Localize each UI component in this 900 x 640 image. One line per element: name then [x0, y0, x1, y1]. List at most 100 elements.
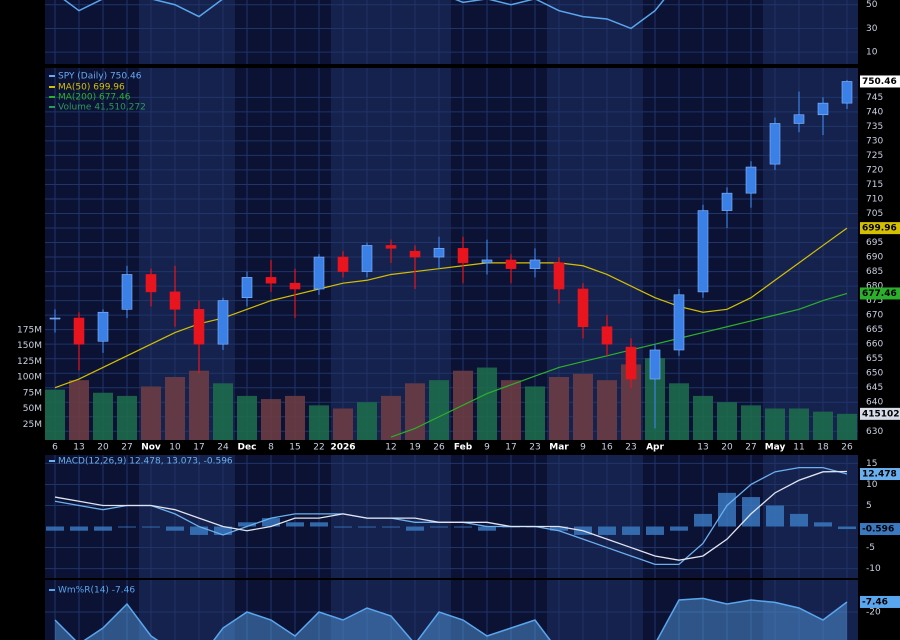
- y-tick-label: 715: [866, 180, 883, 190]
- legend-swatch: [49, 106, 55, 108]
- macd-histogram: [718, 492, 736, 527]
- price-box-label: -7.46: [862, 597, 888, 607]
- y-tick-label: 50: [866, 0, 878, 10]
- price-box: [860, 75, 900, 88]
- price-box: [860, 523, 900, 536]
- month-band: [451, 0, 547, 640]
- price-box-label: 699.96: [862, 224, 897, 234]
- candle-body: [169, 291, 181, 310]
- volume-bar: [549, 377, 569, 440]
- macd-histogram: [766, 505, 784, 527]
- rsi-panel: [45, 0, 858, 53]
- legend-label: Volume 41,510,272: [58, 103, 146, 113]
- macd-histogram: [430, 526, 448, 528]
- y-tick-label: 655: [866, 354, 883, 364]
- macd-panel: [45, 462, 858, 570]
- volume-bar: [501, 380, 521, 440]
- macd-histogram: [694, 513, 712, 527]
- x-tick-label: 9: [484, 443, 490, 453]
- y-tick-label: 25M: [23, 420, 42, 430]
- macd-histogram: [286, 522, 304, 527]
- x-axis-strip: [45, 440, 858, 455]
- price-box: [860, 222, 900, 235]
- y-tick-label: 650: [866, 369, 883, 379]
- candle-body: [361, 245, 373, 272]
- price-box-label: 415102: [862, 409, 900, 419]
- legend-label: MA(200) 677.46: [58, 93, 131, 103]
- price-box: [860, 468, 900, 481]
- candle-body: [721, 192, 733, 211]
- macd-histogram: [214, 526, 232, 535]
- volume-bar: [237, 395, 257, 440]
- y-tick-label: 100M: [17, 373, 42, 383]
- candle-body: [553, 262, 565, 290]
- macd-histogram: [454, 526, 472, 528]
- y-tick-label: 125M: [17, 357, 42, 367]
- volume-bar: [381, 395, 401, 440]
- candle-body: [793, 114, 805, 124]
- candle-body: [73, 317, 85, 345]
- candle-body: [313, 256, 325, 290]
- legend-swatch: [49, 96, 55, 98]
- volume-bar: [141, 386, 161, 440]
- candle-body: [769, 123, 781, 165]
- price-box: [860, 595, 900, 608]
- macd-histogram: [790, 513, 808, 527]
- y-tick-label: 5: [866, 501, 872, 511]
- month-bands: [45, 0, 858, 640]
- macd-histogram: [46, 526, 64, 531]
- y-tick-label: -20: [866, 608, 881, 618]
- volume-bar: [717, 402, 737, 440]
- wmr-line: [54, 597, 848, 640]
- volume-bar: [285, 395, 305, 440]
- price-box: [860, 407, 900, 420]
- volume-bar: [813, 411, 833, 440]
- x-tick-label: 8: [268, 443, 274, 453]
- candle-body: [457, 248, 469, 264]
- y-tick-label: -10: [866, 564, 881, 574]
- y-tick-label: 735: [866, 122, 883, 132]
- month-band: [763, 0, 858, 640]
- y-tick-label: 685: [866, 267, 883, 277]
- y-tick-label: 10: [866, 480, 878, 490]
- x-tick-label: 15: [289, 443, 300, 453]
- macd-histogram: [70, 526, 88, 531]
- x-tick-label: 12: [385, 443, 396, 453]
- macd-histogram: [742, 497, 760, 527]
- candle-body: [481, 259, 493, 264]
- x-tick-label: 17: [193, 443, 204, 453]
- candle-body: [337, 256, 349, 272]
- legend-swatch: [49, 460, 55, 462]
- candle-body: [193, 309, 205, 345]
- y-tick-label: 710: [866, 194, 883, 204]
- candle-body: [433, 248, 445, 258]
- volume-bar: [477, 367, 497, 440]
- macd-histogram: [598, 526, 616, 535]
- y-tick-label: 675: [866, 296, 883, 306]
- wmr-panel: [45, 597, 858, 640]
- y-tick-label: 15: [866, 459, 877, 469]
- price-box-label: -0.596: [862, 525, 894, 535]
- macd-histogram: [238, 522, 256, 527]
- y-tick-label: 695: [866, 238, 883, 248]
- y-tick-label: 30: [866, 24, 878, 34]
- volume-bar: [93, 392, 113, 440]
- x-tick-label: 13: [697, 443, 708, 453]
- y-tick-label: 630: [866, 427, 883, 437]
- x-tick-label: 13: [73, 443, 84, 453]
- candle-body: [697, 210, 709, 293]
- price-panel: [45, 79, 858, 440]
- volume-bar: [429, 380, 449, 440]
- macd-histogram: [310, 522, 328, 527]
- legend-label: Wm%R(14) -7.46: [58, 586, 135, 596]
- x-tick-label: 26: [433, 443, 445, 453]
- volume-bar: [837, 413, 857, 440]
- legend-label: MA(50) 699.96: [58, 83, 125, 93]
- legend-swatch: [49, 86, 55, 88]
- candle-body: [649, 349, 661, 380]
- volume-bar: [789, 408, 809, 440]
- y-tick-label: 745: [866, 93, 883, 103]
- y-tick-label: 660: [866, 340, 883, 350]
- candle-body: [121, 274, 133, 310]
- x-tick-label: 23: [625, 443, 636, 453]
